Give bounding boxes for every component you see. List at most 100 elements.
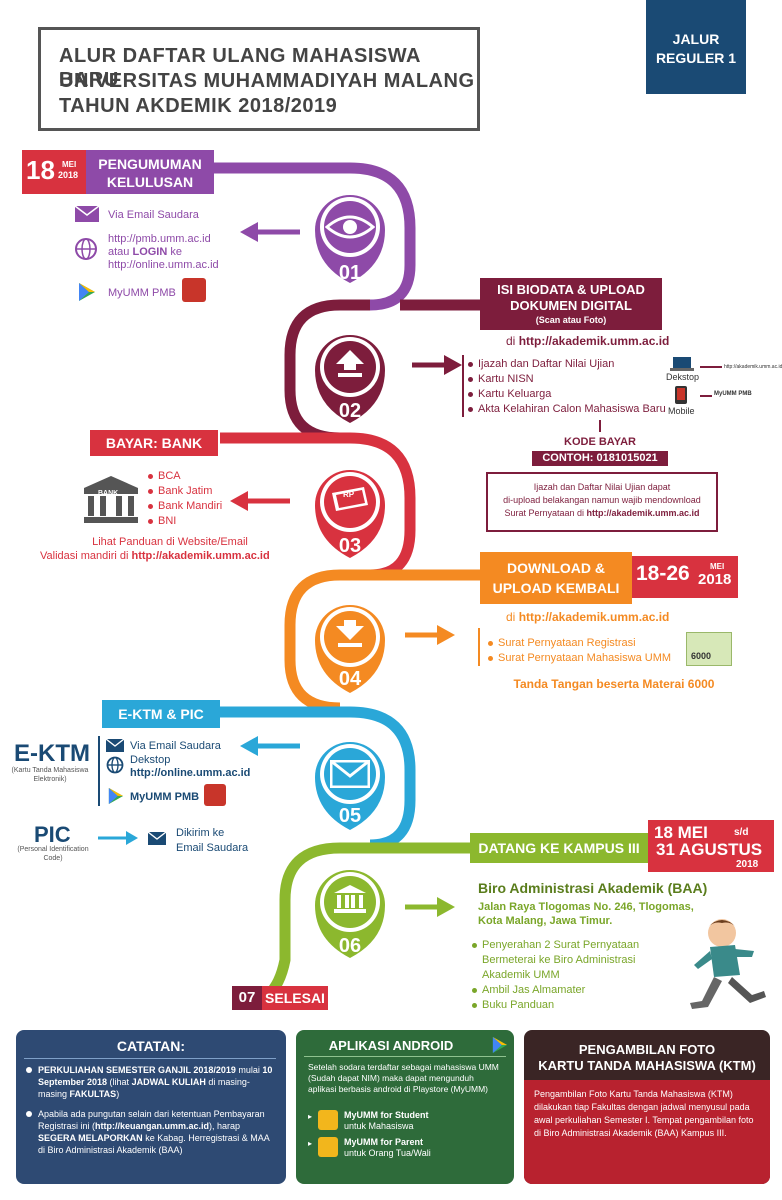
step4-title2: UPLOAD KEMBALI [492,580,620,596]
myumm-app-icon [182,278,206,302]
step4-banner: DOWNLOAD & UPLOAD KEMBALI [480,552,632,604]
step3-valid-b[interactable]: http://akademik.umm.ac.id [131,550,270,562]
catatan-p2e: ke Kabag. Herregistrasi & MAA di Biro Ad… [38,1133,270,1155]
step2-item: Kartu Keluarga [466,387,666,402]
android-panel: APLIKASI ANDROID Setelah sodara terdafta… [296,1030,514,1184]
step2-list-box [462,355,464,417]
catatan-p1e: JADWAL KULIAH [131,1077,206,1087]
step5-title: E-KTM & PIC [118,706,204,722]
step2-note2: di-upload belakangan namun wajib mendown… [503,495,701,505]
step4-title1: DOWNLOAD & [507,560,605,576]
step6-office: Biro Administrasi Akademik (BAA) [478,880,708,896]
jalur-line1: JALUR [672,31,720,47]
step3-bank: Bank Mandiri [146,499,222,514]
step7-title: SELESAI [262,986,328,1010]
step2-contoh: CONTOH: 0181015021 [532,451,668,466]
step3-num: 03 [338,535,362,557]
step5-desktop-url[interactable]: http://online.umm.ac.id [130,767,251,779]
step5-ektm-sub1: (Kartu Tanda Mahasiswa [11,767,89,774]
step5-pic-msg1: Dikirim ke [176,827,225,839]
catatan-p2c: ), harap [209,1121,241,1131]
step3-bank: Bank Jatim [146,484,222,499]
catatan-p2a: Apabila ada pungutan selain dari ketentu… [38,1109,265,1131]
android-app1: MyUMM for Student [344,1110,429,1120]
email-icon [148,832,166,845]
catatan-p1d: (lihat [107,1077,132,1087]
playstore-icon [108,788,124,804]
step3-banner: BAYAR: BANK [90,430,218,456]
android-title: APLIKASI ANDROID [328,1038,454,1053]
step5-pic-sub1: (Personal Identification [17,846,89,853]
step2-note3a: Surat Pernyataan di [504,508,587,518]
step2-url[interactable]: http://akademik.umm.ac.id [518,334,670,348]
step1-title1: PENGUMUMAN [98,156,202,172]
step1-email: Via Email Saudara [108,209,199,221]
step2-desktop: Dekstop [666,372,700,382]
catatan-p1f: di masing-masing [38,1077,250,1099]
upload-icon [336,350,364,377]
catatan-p2d: SEGERA MELAPORKAN [38,1133,143,1143]
step2-item: Kartu NISN [466,372,666,387]
android-app1-sub: untuk Mahasiswa [344,1121,414,1131]
step6-banner: DATANG KE KAMPUS III [470,833,648,863]
step5-num: 05 [338,805,362,827]
android-app2: MyUMM for Parent [344,1137,424,1147]
catatan-p1a: PERKULIAHAN SEMESTER GANJIL 2018/2019 [38,1065,236,1075]
step2-di: di [506,334,519,348]
step4-url[interactable]: http://akademik.umm.ac.id [518,610,670,624]
parent-app-icon [318,1137,338,1157]
step6-item: Penyerahan 2 Surat Pernyataan Bermeterai… [470,938,670,983]
eye-icon [325,215,375,239]
catatan-p1g: FAKULTAS [69,1089,117,1099]
arrow-icon [240,736,300,756]
step6-title: DATANG KE KAMPUS III [478,840,640,856]
step4-date: 18-26 MEI 2018 [632,556,738,598]
step4-date-month: MEI [710,562,725,571]
title-line1: ALUR DAFTAR ULANG MAHASISWA BARU [59,45,421,91]
step1-web2c: ke [167,246,182,258]
title-line3: TAHUN AKDEMIK 2018/2019 [59,95,338,117]
student-app-icon [318,1110,338,1130]
step1-date: 18 MEI 2018 [22,150,86,194]
step3-valid-a: Validasi mandiri di [40,550,132,562]
foto-title1: PENGAMBILAN FOTO [578,1042,716,1057]
step1-web3[interactable]: http://online.umm.ac.id [108,259,219,271]
envelope-icon [330,760,370,788]
catatan-p1b: mulai [235,1065,263,1075]
arrow-icon [700,366,722,368]
globe-icon [106,756,124,774]
step2-banner: ISI BIODATA & UPLOAD DOKUMEN DIGITAL (Sc… [480,278,662,330]
step5-banner: E-KTM & PIC [102,700,220,728]
step2-item: Akta Kelahiran Calon Mahasiswa Baru [466,402,666,417]
step4-item: Surat Pernyataan Mahasiswa UMM [486,651,671,666]
step2-item: Ijazah dan Daftar Nilai Ujian [466,357,666,372]
step4-item: Surat Pernyataan Registrasi [486,636,671,651]
step2-title3: (Scan atau Foto) [535,315,607,325]
step1-date-day: 18 [26,155,55,185]
arrow-icon [700,395,712,397]
step4-num: 04 [338,668,362,690]
step3-bank: BCA [146,469,222,484]
step6-date: 18 MEI s/d 31 AGUSTUS 2018 [648,820,774,872]
step1-app: MyUMM PMB [108,287,176,299]
step1-banner: PENGUMUMAN KELULUSAN [86,150,214,194]
playstore-icon [79,283,95,301]
step2-note3b[interactable]: http://akademik.umm.ac.id [586,508,700,518]
jalur-line2: REGULER 1 [655,50,737,66]
foto-panel: PENGAMBILAN FOTO KARTU TANDA MAHASISWA (… [524,1030,770,1184]
step6-date1: 18 MEI [654,823,708,842]
arrow-icon [98,831,138,845]
globe-icon [75,238,97,260]
step6-num: 06 [338,935,362,957]
step7-banner: 07 SELESAI [232,986,328,1010]
myumm-app-icon [204,784,226,806]
catatan-p1h: ) [116,1089,120,1099]
step2-note1: Ijazah dan Daftar Nilai Ujian dapat [533,482,671,492]
step1-web1[interactable]: http://pmb.umm.ac.id [108,233,211,245]
catatan-p2b[interactable]: http://keuangan.umm.ac.id [95,1121,210,1131]
step6-date-year: 2018 [736,859,759,870]
foto-body: Pengambilan Foto Kartu Tanda Mahasiswa (… [534,1089,754,1138]
step3-title: BAYAR: BANK [105,435,203,451]
step4-ttd: Tanda Tangan beserta Materai 6000 [513,677,715,691]
download-icon [336,620,364,647]
